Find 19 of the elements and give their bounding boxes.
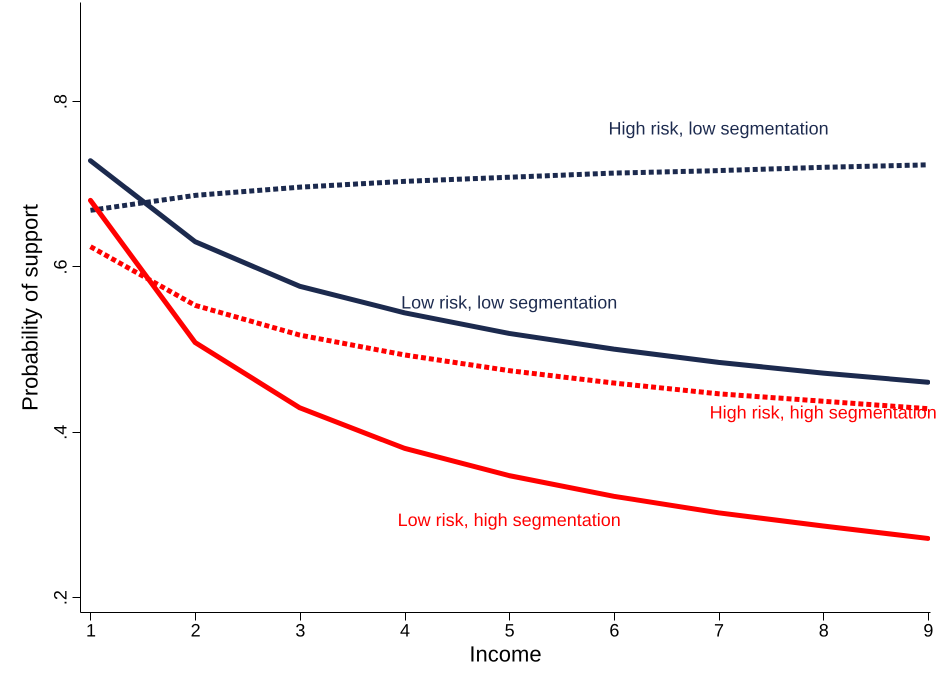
x-tick-label: 3 (295, 620, 306, 640)
series-label: High risk, low segmentation (608, 118, 829, 138)
series-label: Low risk, high segmentation (398, 510, 621, 530)
x-tick-label: 5 (504, 620, 515, 640)
y-tick-label: .8 (50, 94, 70, 110)
y-tick-label: .4 (50, 424, 70, 440)
x-tick-label: 7 (714, 620, 724, 640)
series-label: High risk, high segmentation (710, 402, 937, 423)
y-tick-label: .6 (50, 259, 70, 275)
x-tick-label: 6 (609, 620, 620, 640)
x-tick-label: 8 (818, 620, 829, 640)
x-tick-label: 9 (923, 620, 934, 640)
x-axis-title: Income (469, 642, 542, 666)
y-tick-label: .2 (50, 590, 70, 606)
x-tick-label: 2 (190, 620, 201, 640)
x-tick-label: 4 (400, 620, 410, 640)
series-label: Low risk, low segmentation (401, 292, 618, 313)
y-axis-title: Probability of support (18, 204, 42, 411)
x-tick-label: 1 (86, 620, 96, 640)
